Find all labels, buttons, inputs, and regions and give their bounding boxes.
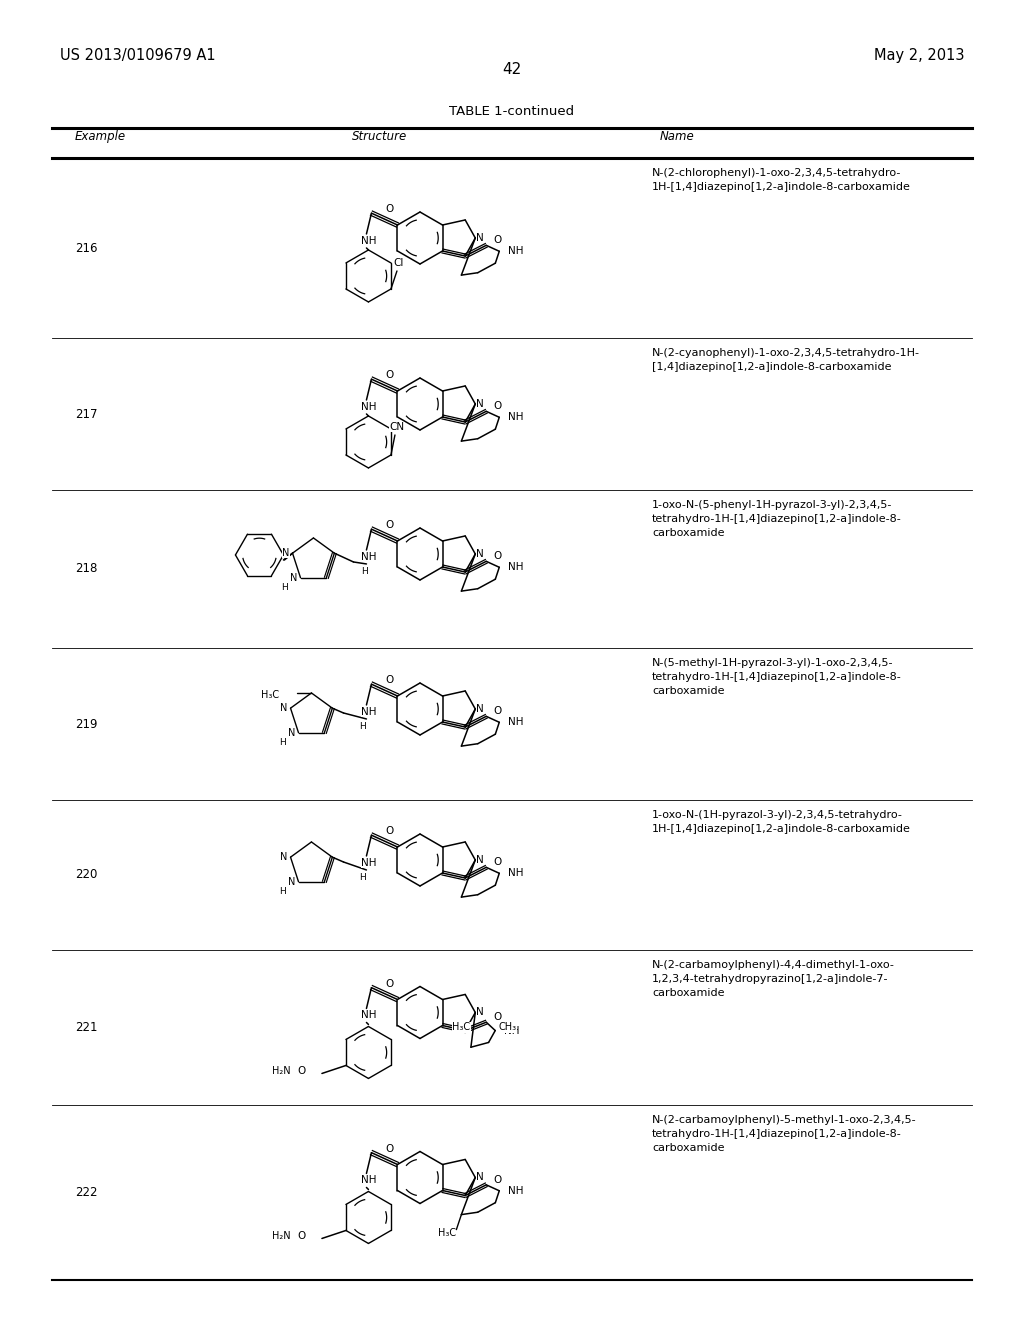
- Text: N: N: [281, 853, 288, 862]
- Text: H₂N: H₂N: [272, 1067, 291, 1077]
- Text: H: H: [280, 738, 286, 747]
- Text: O: O: [494, 1012, 502, 1022]
- Text: H: H: [359, 722, 366, 731]
- Text: 217: 217: [75, 408, 97, 421]
- Text: N-(2-carbamoylphenyl)-5-methyl-1-oxo-2,3,4,5-
tetrahydro-1H-[1,4]diazepino[1,2-a: N-(2-carbamoylphenyl)-5-methyl-1-oxo-2,3…: [652, 1115, 916, 1152]
- Text: 1-oxo-N-(1H-pyrazol-3-yl)-2,3,4,5-tetrahydro-
1H-[1,4]diazepino[1,2-a]indole-8-c: 1-oxo-N-(1H-pyrazol-3-yl)-2,3,4,5-tetrah…: [652, 810, 911, 834]
- Text: US 2013/0109679 A1: US 2013/0109679 A1: [60, 48, 216, 63]
- Text: N: N: [288, 727, 296, 738]
- Text: NH: NH: [508, 1185, 523, 1196]
- Text: H: H: [282, 583, 288, 593]
- Text: N: N: [476, 855, 484, 865]
- Text: N: N: [283, 548, 290, 558]
- Text: H₂N: H₂N: [272, 1232, 291, 1242]
- Text: H₃C: H₃C: [261, 690, 280, 700]
- Text: O: O: [298, 1232, 306, 1242]
- Text: N: N: [476, 1007, 484, 1018]
- Text: NH: NH: [508, 717, 523, 727]
- Text: NH: NH: [508, 412, 523, 422]
- Text: NH: NH: [360, 708, 376, 717]
- Text: N-(2-carbamoylphenyl)-4,4-dimethyl-1-oxo-
1,2,3,4-tetrahydropyrazino[1,2-a]indol: N-(2-carbamoylphenyl)-4,4-dimethyl-1-oxo…: [652, 960, 895, 998]
- Text: O: O: [385, 675, 393, 685]
- Text: N: N: [476, 399, 484, 409]
- Text: H: H: [361, 568, 368, 577]
- Text: NH: NH: [360, 1011, 376, 1020]
- Text: NH: NH: [508, 247, 523, 256]
- Text: O: O: [493, 550, 502, 561]
- Text: CN: CN: [389, 422, 404, 432]
- Text: 219: 219: [75, 718, 97, 730]
- Text: 218: 218: [75, 562, 97, 576]
- Text: Cl: Cl: [394, 257, 404, 268]
- Text: N: N: [290, 573, 298, 582]
- Text: 220: 220: [75, 869, 97, 882]
- Text: Example: Example: [75, 129, 126, 143]
- Text: NH: NH: [360, 1176, 376, 1185]
- Text: CH₃: CH₃: [499, 1023, 517, 1032]
- Text: 222: 222: [75, 1185, 97, 1199]
- Text: NH: NH: [508, 869, 523, 878]
- Text: O: O: [385, 520, 393, 531]
- Text: O: O: [493, 1175, 502, 1184]
- Text: NH: NH: [504, 1026, 520, 1036]
- Text: O: O: [385, 205, 393, 214]
- Text: H: H: [280, 887, 286, 896]
- Text: O: O: [298, 1067, 306, 1077]
- Text: N-(2-cyanophenyl)-1-oxo-2,3,4,5-tetrahydro-1H-
[1,4]diazepino[1,2-a]indole-8-car: N-(2-cyanophenyl)-1-oxo-2,3,4,5-tetrahyd…: [652, 348, 920, 372]
- Text: N: N: [476, 549, 484, 558]
- Text: 42: 42: [503, 62, 521, 77]
- Text: Name: Name: [660, 129, 694, 143]
- Text: 216: 216: [75, 242, 97, 255]
- Text: N: N: [476, 234, 484, 243]
- Text: NH: NH: [508, 562, 523, 573]
- Text: 221: 221: [75, 1020, 97, 1034]
- Text: N: N: [288, 876, 296, 887]
- Text: H: H: [359, 874, 366, 883]
- Text: O: O: [493, 401, 502, 411]
- Text: NH: NH: [360, 236, 376, 246]
- Text: N: N: [476, 1172, 484, 1183]
- Text: NH: NH: [360, 403, 376, 412]
- Text: N: N: [281, 704, 288, 713]
- Text: TABLE 1-continued: TABLE 1-continued: [450, 106, 574, 117]
- Text: O: O: [493, 235, 502, 246]
- Text: N-(5-methyl-1H-pyrazol-3-yl)-1-oxo-2,3,4,5-
tetrahydro-1H-[1,4]diazepino[1,2-a]i: N-(5-methyl-1H-pyrazol-3-yl)-1-oxo-2,3,4…: [652, 657, 902, 696]
- Text: 1-oxo-N-(5-phenyl-1H-pyrazol-3-yl)-2,3,4,5-
tetrahydro-1H-[1,4]diazepino[1,2-a]i: 1-oxo-N-(5-phenyl-1H-pyrazol-3-yl)-2,3,4…: [652, 500, 902, 539]
- Text: O: O: [493, 857, 502, 867]
- Text: O: O: [493, 706, 502, 715]
- Text: O: O: [385, 370, 393, 380]
- Text: O: O: [385, 826, 393, 836]
- Text: H₃C: H₃C: [438, 1228, 457, 1238]
- Text: N-(2-chlorophenyl)-1-oxo-2,3,4,5-tetrahydro-
1H-[1,4]diazepino[1,2-a]indole-8-ca: N-(2-chlorophenyl)-1-oxo-2,3,4,5-tetrahy…: [652, 168, 911, 191]
- Text: O: O: [385, 978, 393, 989]
- Text: NH: NH: [360, 858, 376, 869]
- Text: Structure: Structure: [352, 129, 408, 143]
- Text: May 2, 2013: May 2, 2013: [873, 48, 964, 63]
- Text: N: N: [476, 704, 484, 714]
- Text: O: O: [385, 1143, 393, 1154]
- Text: NH: NH: [360, 552, 376, 562]
- Text: H₃C: H₃C: [453, 1023, 471, 1032]
